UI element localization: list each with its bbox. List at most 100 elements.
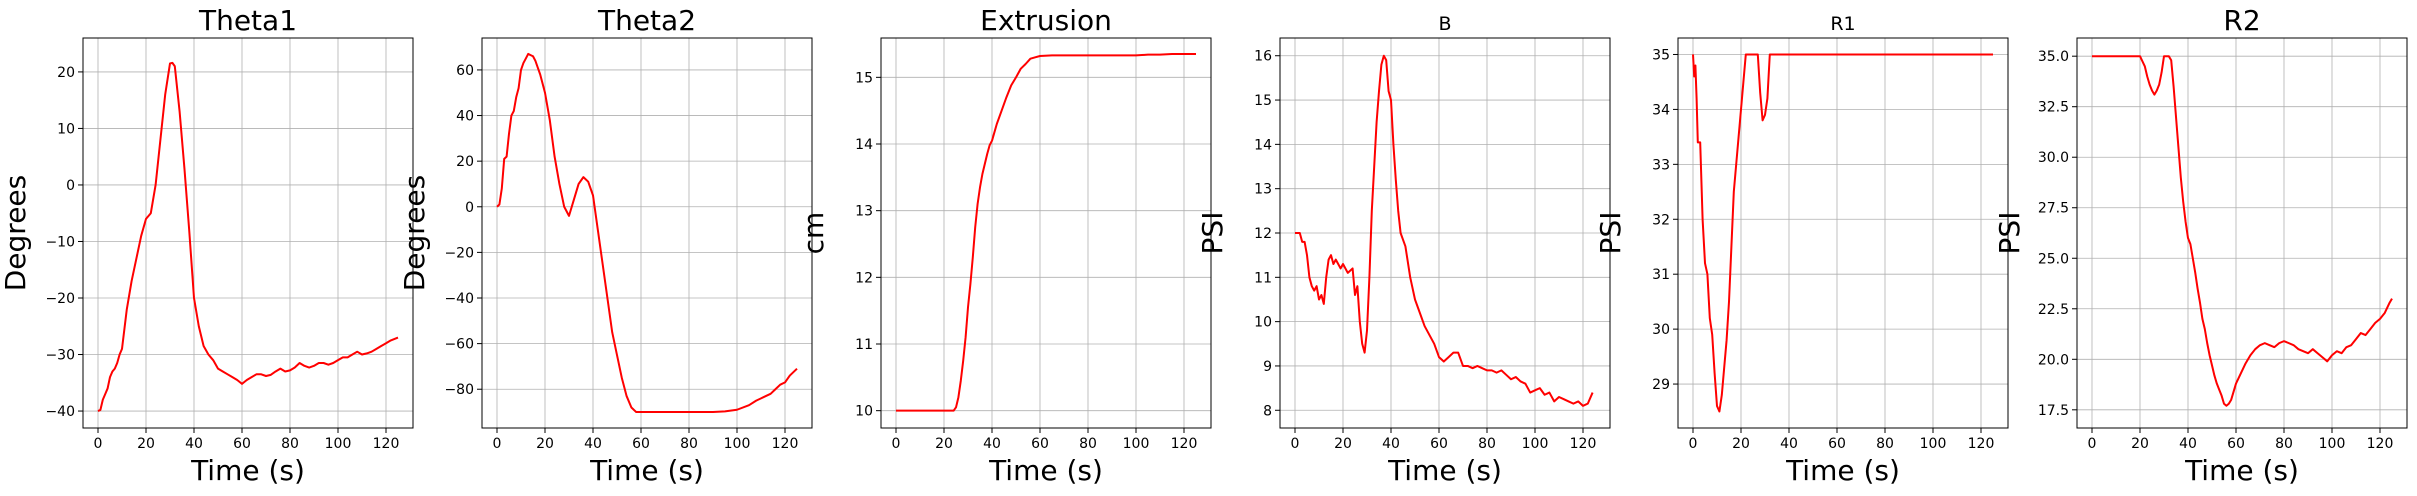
x-tick-label: 20	[935, 436, 953, 452]
y-tick-label: 35.0	[2038, 49, 2069, 65]
y-tick-label: 0	[66, 178, 75, 194]
plot-frame	[2076, 37, 2408, 429]
x-tick-label: 120	[373, 436, 400, 452]
x-tick-label: 120	[1171, 436, 1198, 452]
y-tick-label: 17.5	[2038, 403, 2069, 419]
y-tick-label: 13	[855, 204, 873, 220]
y-tick-label: 29	[1652, 377, 1670, 393]
y-tick-label: −40	[45, 404, 75, 420]
y-tick-label: 0	[465, 200, 474, 216]
series-line	[1295, 54, 1594, 407]
x-tick-label: 40	[584, 436, 602, 452]
x-tick-label: 60	[632, 436, 650, 452]
y-tick-label: −60	[444, 337, 474, 353]
x-tick-label: 40	[2179, 436, 2197, 452]
x-tick-label: 0	[493, 436, 502, 452]
y-tick-label: 14	[1254, 137, 1272, 153]
x-tick-label: 100	[1920, 436, 1947, 452]
y-tick-label: 34	[1652, 102, 1670, 118]
x-tick-label: 0	[2088, 436, 2097, 452]
chart-title: Theta2	[597, 4, 696, 37]
y-tick-label: 33	[1652, 157, 1670, 173]
y-tick-label: −40	[444, 291, 474, 307]
y-tick-label: 14	[855, 137, 873, 153]
plot-frame	[1677, 37, 2009, 429]
x-tick-label: 120	[1570, 436, 1597, 452]
y-tick-label: −20	[45, 291, 75, 307]
y-tick-label: 10	[855, 404, 873, 420]
x-tick-label: 0	[94, 436, 103, 452]
x-tick-label: 100	[1123, 436, 1150, 452]
y-tick-label: −30	[45, 348, 75, 364]
y-tick-label: 12	[855, 270, 873, 286]
y-tick-label: 25.0	[2038, 251, 2069, 267]
chart-title: R2	[2223, 4, 2260, 37]
x-tick-label: 80	[680, 436, 698, 452]
series-line	[2092, 55, 2393, 407]
x-axis-label: Time (s)	[2184, 454, 2299, 487]
x-tick-label: 120	[2367, 436, 2394, 452]
x-tick-label: 100	[1522, 436, 1549, 452]
chart-panel-2: 0 20 40 60 80 100 120 −80 −60 −40 −20 0 20 40 60 Theta2…	[398, 4, 813, 487]
x-tick-label: 80	[1876, 436, 1894, 452]
x-tick-label: 20	[536, 436, 554, 452]
x-tick-label: 20	[1334, 436, 1352, 452]
series-line	[496, 52, 798, 414]
x-tick-label: 80	[1478, 436, 1496, 452]
x-tick-label: 120	[772, 436, 799, 452]
y-tick-label: 22.5	[2038, 302, 2069, 318]
x-tick-label: 60	[1430, 436, 1448, 452]
chart-panel-6: 0 20 40 60 80 100 120 17.5 20.0 22.5 25.0 27.5 30.0 3…	[1993, 4, 2408, 487]
y-tick-label: 30.0	[2038, 150, 2069, 166]
x-axis-label: Time (s)	[190, 454, 305, 487]
y-tick-label: 35	[1652, 47, 1670, 63]
x-tick-label: 100	[325, 436, 352, 452]
chart-panel-4: 0 20 40 60 80 100 120 8 9 10 11 12 13 14 15 16 B Time (s)…	[1196, 13, 1611, 487]
series-line	[1692, 53, 1993, 413]
y-axis-label: Degrees	[398, 175, 431, 292]
chart-title: R1	[1830, 13, 1855, 35]
x-axis-label: Time (s)	[1387, 454, 1502, 487]
y-tick-label: 10	[57, 121, 75, 137]
y-tick-label: 20	[57, 65, 75, 81]
chart-panel-5: 0 20 40 60 80 100 120 29 30 31 32 33 34 35 R1 Time (s) P…	[1594, 13, 2009, 487]
chart-title: Theta1	[198, 4, 297, 37]
x-tick-label: 40	[1780, 436, 1798, 452]
x-tick-label: 20	[1732, 436, 1750, 452]
y-axis-label: PSI	[1196, 212, 1229, 255]
y-tick-label: −20	[444, 245, 474, 261]
chart-panel-3: 0 20 40 60 80 100 120 10 11 12 13 14 15 Extrusion Time…	[797, 4, 1212, 487]
chart-panel-1: 0 20 40 60 80 100 120 −40 −30 −20 −10 0 10 20 Theta1 Ti…	[0, 4, 414, 487]
chart-title: Extrusion	[980, 4, 1112, 37]
x-tick-label: 40	[185, 436, 203, 452]
chart-title: B	[1438, 13, 1451, 35]
x-tick-label: 40	[983, 436, 1001, 452]
y-tick-label: −80	[444, 382, 474, 398]
x-tick-label: 80	[281, 436, 299, 452]
x-tick-label: 100	[724, 436, 751, 452]
x-tick-label: 20	[137, 436, 155, 452]
x-tick-label: 120	[1968, 436, 1995, 452]
x-tick-label: 0	[1689, 436, 1698, 452]
x-tick-label: 60	[1828, 436, 1846, 452]
y-axis-label: PSI	[1993, 212, 2026, 255]
x-tick-label: 20	[2131, 436, 2149, 452]
x-tick-label: 60	[1031, 436, 1049, 452]
y-tick-label: 20	[456, 154, 474, 170]
x-axis-label: Time (s)	[589, 454, 704, 487]
x-tick-label: 100	[2319, 436, 2346, 452]
x-tick-label: 60	[233, 436, 251, 452]
y-axis-label: PSI	[1594, 212, 1627, 255]
y-tick-label: 12	[1254, 226, 1272, 242]
y-tick-label: 27.5	[2038, 201, 2069, 217]
y-tick-label: 11	[855, 337, 873, 353]
x-axis-label: Time (s)	[988, 454, 1103, 487]
y-tick-label: 16	[1254, 49, 1272, 65]
x-tick-label: 0	[1291, 436, 1300, 452]
y-tick-label: −10	[45, 234, 75, 250]
y-tick-label: 15	[855, 70, 873, 86]
series-line	[97, 61, 399, 412]
y-tick-label: 11	[1254, 270, 1272, 286]
